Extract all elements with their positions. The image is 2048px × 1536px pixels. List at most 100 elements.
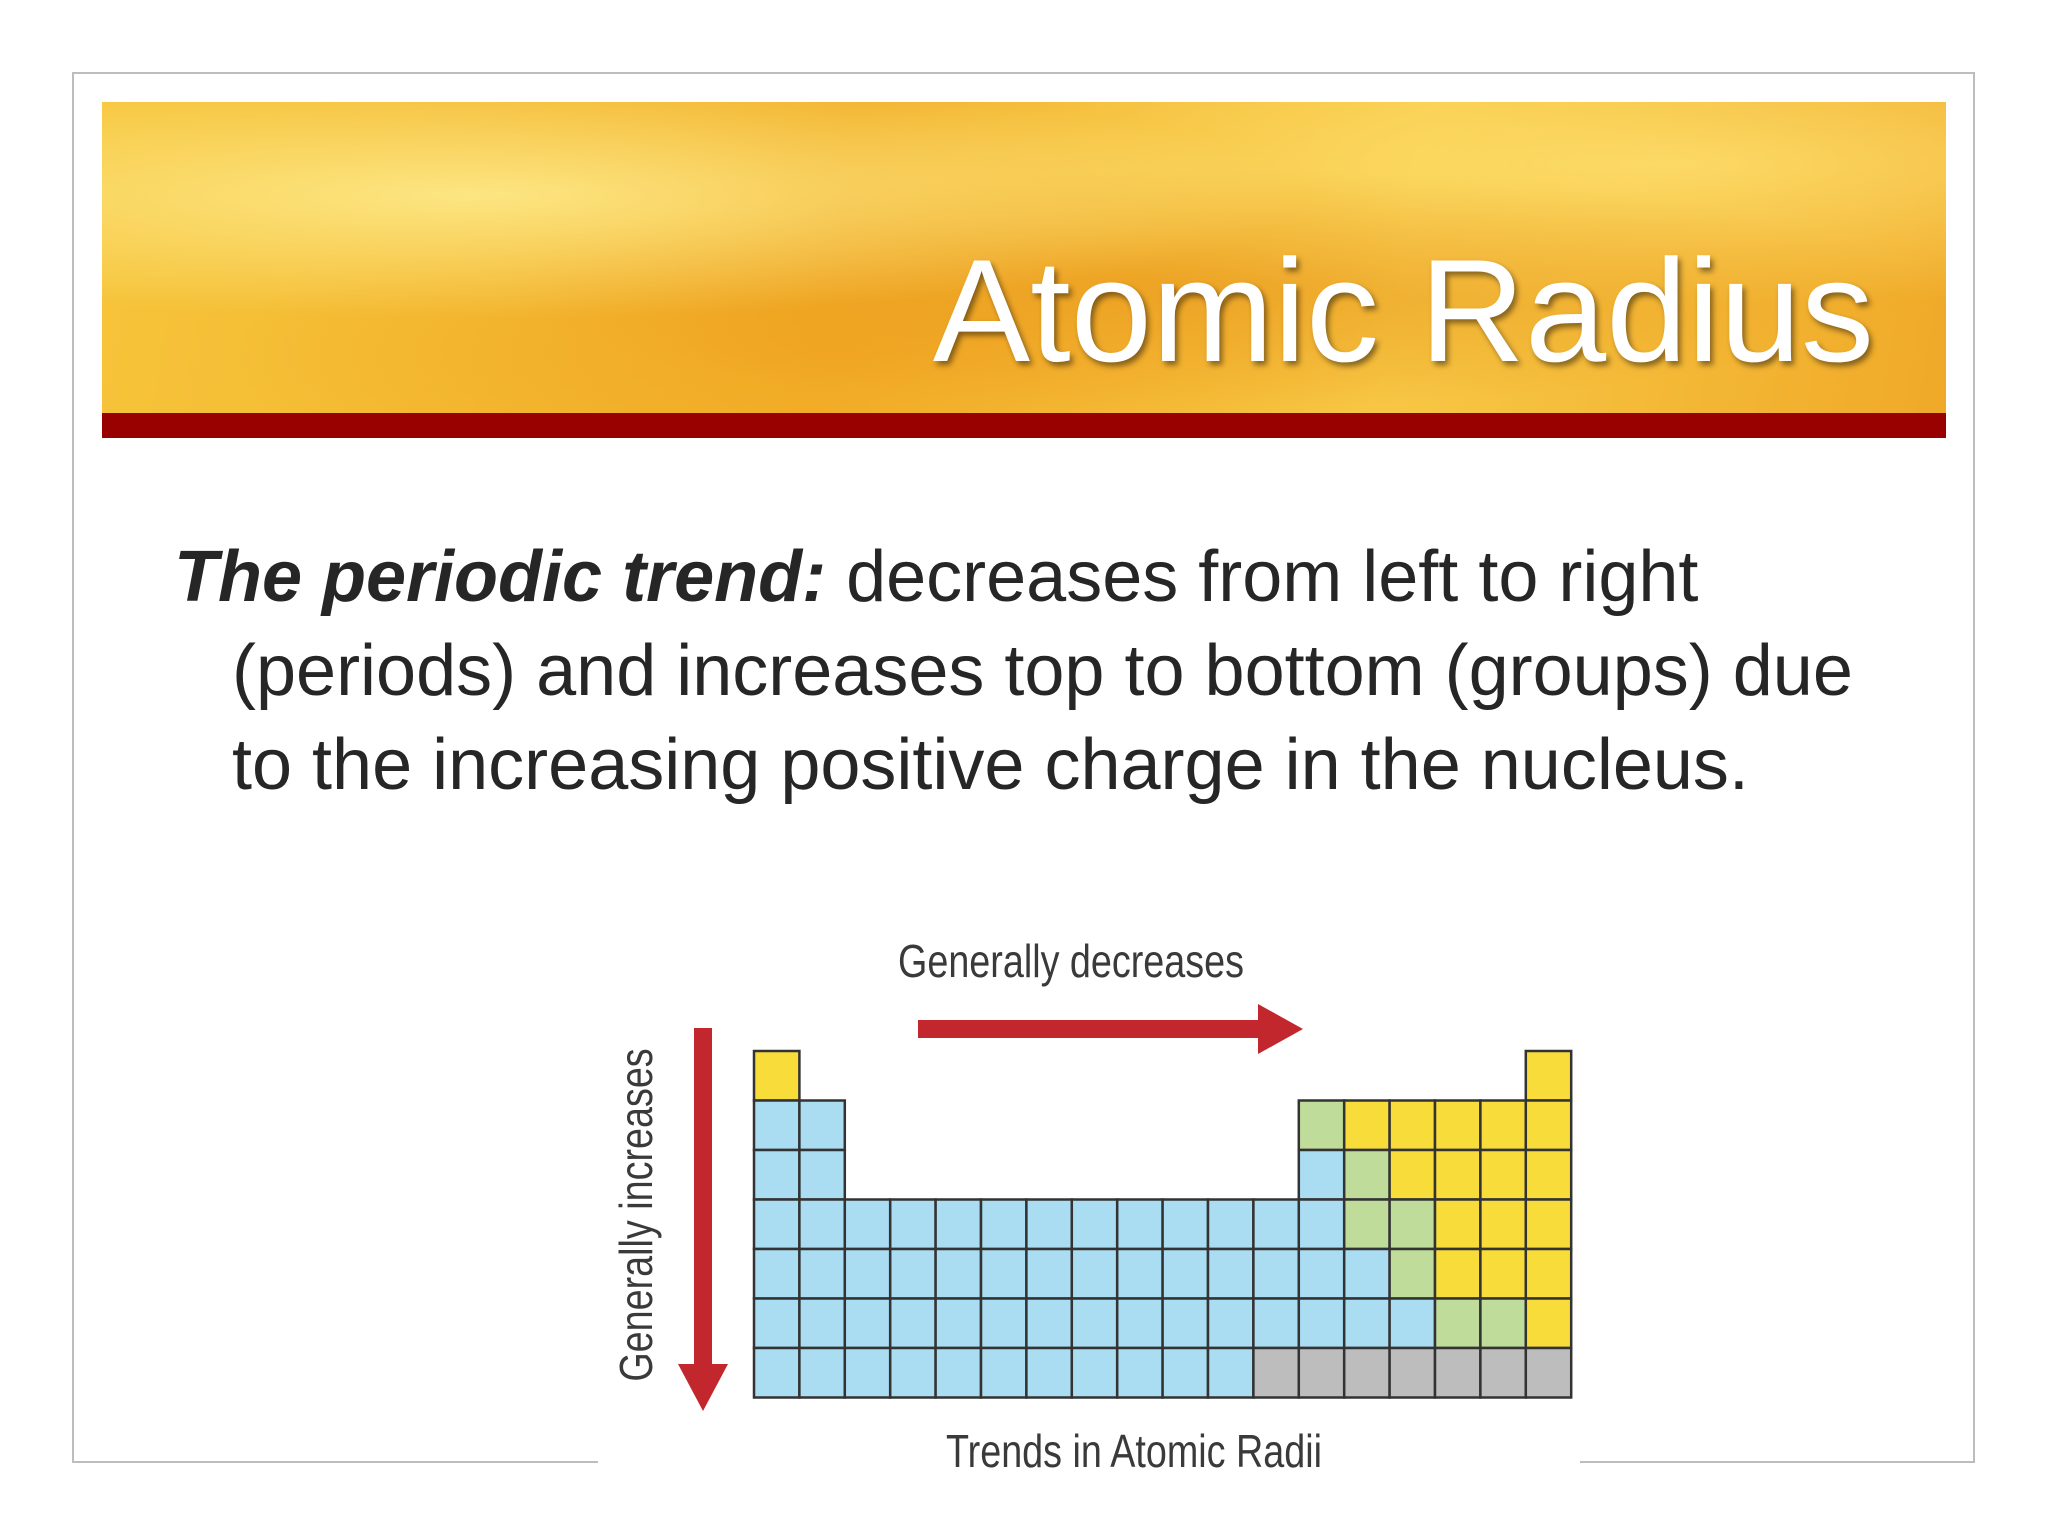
element-cell (1479, 1247, 1528, 1300)
element-cell (1433, 1346, 1482, 1399)
element-cell (1433, 1099, 1482, 1152)
periodic-table-diagram (678, 1004, 1573, 1411)
element-cell (1070, 1247, 1119, 1300)
element-cell (1161, 1346, 1210, 1399)
element-cell (1115, 1346, 1164, 1399)
element-cell (1433, 1148, 1482, 1201)
element-cell (1433, 1247, 1482, 1300)
element-cell (1161, 1297, 1210, 1350)
element-cell (1524, 1247, 1573, 1300)
element-cell (1070, 1198, 1119, 1251)
element-cell (1161, 1198, 1210, 1251)
element-cell (1025, 1247, 1074, 1300)
element-cell (1342, 1099, 1391, 1152)
element-cell (1388, 1099, 1437, 1152)
element-cell (1025, 1198, 1074, 1251)
figure: Generally decreases Generally increases … (598, 914, 1580, 1536)
element-cell (752, 1099, 801, 1152)
caption: Trends in Atomic Radii (946, 1425, 1322, 1477)
element-cell (1161, 1247, 1210, 1300)
element-cell (1115, 1198, 1164, 1251)
body-sentence: decreases from left to right (periods) a… (232, 537, 1853, 805)
element-cell (843, 1346, 892, 1399)
element-cell (979, 1198, 1028, 1251)
element-cell (798, 1198, 847, 1251)
element-cell (1524, 1198, 1573, 1251)
element-cell (1252, 1247, 1301, 1300)
element-cell (888, 1198, 937, 1251)
element-cell (888, 1297, 937, 1350)
element-cell (752, 1247, 801, 1300)
element-cell (1115, 1297, 1164, 1350)
title-underline (102, 413, 1946, 438)
element-cell (1433, 1198, 1482, 1251)
element-cell (752, 1049, 801, 1102)
element-cell (752, 1148, 801, 1201)
element-cell (1524, 1148, 1573, 1201)
element-cell (798, 1247, 847, 1300)
element-cell (1206, 1198, 1255, 1251)
element-cell (1388, 1346, 1437, 1399)
element-cell (979, 1297, 1028, 1350)
element-cell (843, 1297, 892, 1350)
element-cell (1252, 1346, 1301, 1399)
element-cell (1297, 1198, 1346, 1251)
element-cell (979, 1346, 1028, 1399)
element-cell (1297, 1247, 1346, 1300)
element-cell (843, 1247, 892, 1300)
element-cell (1297, 1297, 1346, 1350)
element-cell (798, 1148, 847, 1201)
element-cell (1252, 1198, 1301, 1251)
element-cell (1206, 1247, 1255, 1300)
top-label: Generally decreases (898, 935, 1244, 987)
element-cell (1025, 1346, 1074, 1399)
lead-text: The periodic trend: (174, 537, 827, 617)
element-cell (934, 1198, 983, 1251)
element-cell (1524, 1346, 1573, 1399)
element-cell (1297, 1099, 1346, 1152)
element-cell (979, 1247, 1028, 1300)
element-cell (1524, 1297, 1573, 1350)
title-banner (102, 102, 1946, 413)
element-cell (1524, 1049, 1573, 1102)
element-cell (1252, 1297, 1301, 1350)
element-cell (1342, 1297, 1391, 1350)
element-cell (1342, 1148, 1391, 1201)
element-cell (1206, 1297, 1255, 1350)
element-cell (1206, 1346, 1255, 1399)
element-cell (934, 1247, 983, 1300)
element-cell (1388, 1247, 1437, 1300)
element-cell (1388, 1297, 1437, 1350)
body-text: The periodic trend: decreases from left … (174, 530, 1894, 812)
element-cell (1070, 1297, 1119, 1350)
arrow-head (678, 1364, 728, 1411)
element-cell (1433, 1297, 1482, 1350)
element-cell (1479, 1297, 1528, 1350)
element-cell (1115, 1247, 1164, 1300)
element-cell (1342, 1198, 1391, 1251)
element-cell (1479, 1198, 1528, 1251)
element-cell (1297, 1148, 1346, 1201)
element-cell (888, 1247, 937, 1300)
element-cell (843, 1198, 892, 1251)
element-cell (1479, 1346, 1528, 1399)
element-cell (1524, 1099, 1573, 1152)
arrow-head (1258, 1004, 1303, 1054)
element-cell (1479, 1099, 1528, 1152)
element-cell (1479, 1148, 1528, 1201)
element-cell (1342, 1346, 1391, 1399)
element-cell (1342, 1247, 1391, 1300)
element-cell (888, 1346, 937, 1399)
element-cell (934, 1346, 983, 1399)
element-cell (798, 1346, 847, 1399)
element-cell (752, 1198, 801, 1251)
element-cell (1070, 1346, 1119, 1399)
element-cell (934, 1297, 983, 1350)
element-cell (798, 1297, 847, 1350)
element-cell (1297, 1346, 1346, 1399)
slide-title: Atomic Radius (932, 229, 1874, 392)
element-cell (752, 1346, 801, 1399)
element-cell (1025, 1297, 1074, 1350)
element-cell (1388, 1148, 1437, 1201)
